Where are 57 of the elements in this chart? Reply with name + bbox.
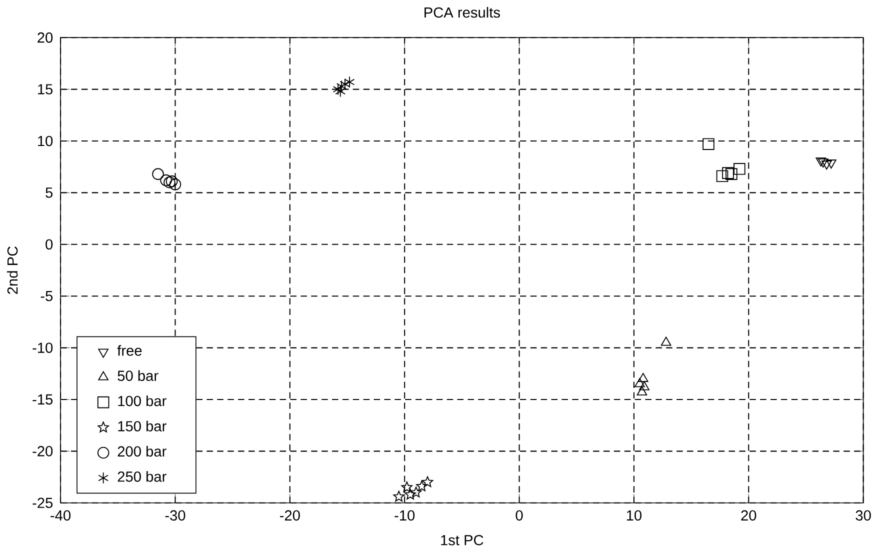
x-tick-label: 0: [516, 510, 523, 520]
point: [404, 488, 416, 500]
y-tick-label: 10: [38, 136, 53, 146]
point: [726, 168, 738, 180]
point: [639, 381, 650, 390]
x-tick-label: 10: [626, 510, 642, 520]
legend-label: 50 bar: [118, 370, 158, 381]
legend-label: free: [117, 344, 142, 356]
x-tick-label: -10: [394, 510, 415, 520]
point: [634, 378, 645, 388]
y-tick-label: -15: [32, 394, 53, 404]
point: [340, 78, 350, 90]
legend-label: 250 bar: [118, 470, 166, 482]
point: [336, 80, 347, 92]
point: [166, 175, 178, 188]
point: [160, 174, 172, 186]
x-tick-label: -20: [280, 510, 300, 520]
point: [734, 162, 746, 175]
y-tick-label: 5: [46, 187, 53, 198]
chart-title: PCA results: [424, 6, 500, 18]
x-axis-title: 1st PC: [441, 534, 484, 546]
legend-label: 150 bar: [118, 420, 166, 432]
point: [826, 159, 836, 168]
legend-label: 200 bar: [118, 446, 166, 456]
point: [636, 386, 648, 396]
point: [818, 158, 828, 168]
point: [716, 170, 728, 182]
y-tick-label: 20: [38, 32, 53, 43]
point: [702, 138, 714, 150]
point: [638, 372, 648, 382]
y-tick-label: -20: [32, 446, 53, 456]
y-tick-label: -5: [40, 290, 53, 302]
y-tick-label: -10: [32, 342, 53, 353]
point: [821, 160, 832, 170]
x-tick-label: -40: [50, 510, 71, 520]
point: [335, 85, 346, 98]
point: [660, 336, 672, 346]
point: [393, 490, 404, 502]
point: [332, 83, 344, 96]
point: [401, 481, 413, 492]
point: [722, 167, 734, 179]
point: [169, 178, 182, 190]
point: [344, 76, 355, 88]
y-tick-label: 15: [38, 84, 53, 94]
point: [164, 176, 176, 188]
y-tick-label: 0: [46, 239, 53, 250]
point: [416, 480, 428, 492]
point: [152, 168, 164, 180]
legend-label: 100 bar: [118, 395, 166, 406]
y-axis-title: 2nd PC: [6, 246, 18, 294]
x-tick-label: 30: [856, 510, 871, 520]
point: [816, 157, 826, 166]
y-tick-label: -25: [32, 498, 53, 508]
x-tick-label: -30: [165, 510, 186, 520]
point: [422, 476, 434, 487]
x-tick-label: 20: [741, 510, 756, 520]
point: [410, 486, 422, 498]
